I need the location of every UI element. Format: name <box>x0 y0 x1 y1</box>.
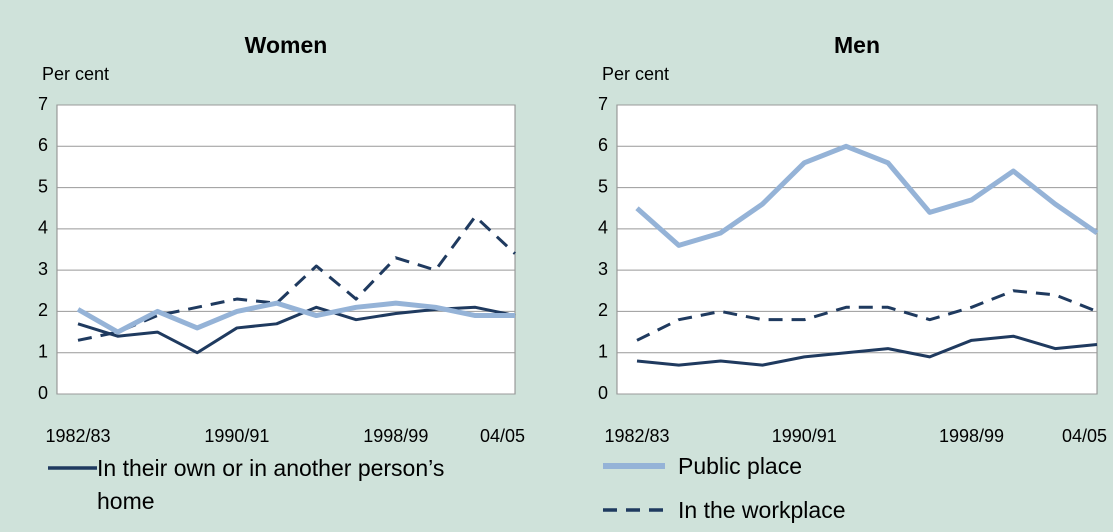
line-series <box>77 214 517 342</box>
y-tick-label: 5 <box>38 176 48 196</box>
y-tick-label: 2 <box>598 300 608 320</box>
y-tick-label: 5 <box>598 176 608 196</box>
y-tick-label: 2 <box>38 300 48 320</box>
x-tick-label: 1998/99 <box>939 426 1004 446</box>
chart-title: Women <box>245 32 328 58</box>
y-tick-label: 0 <box>38 383 48 403</box>
y-axis-label: Per cent <box>42 64 109 84</box>
y-tick-label: 3 <box>598 259 608 279</box>
legend-label: In their own or in another person’s home <box>97 455 445 514</box>
y-tick-label: 1 <box>598 341 608 361</box>
line-series <box>635 143 1099 248</box>
legend-label: Public place <box>678 453 803 479</box>
y-tick-label: 0 <box>598 383 608 403</box>
x-tick-label: 1990/91 <box>204 426 269 446</box>
y-tick-label: 1 <box>38 341 48 361</box>
y-tick-label: 4 <box>38 218 48 238</box>
plot-area <box>56 104 516 395</box>
line-series <box>636 334 1098 367</box>
y-tick-label: 7 <box>38 94 48 114</box>
legend-label: In the workplace <box>678 497 846 523</box>
x-tick-label: 04/05 <box>1062 426 1107 446</box>
y-tick-label: 3 <box>38 259 48 279</box>
y-tick-label: 6 <box>38 135 48 155</box>
y-tick-label: 6 <box>598 135 608 155</box>
y-tick-label: 4 <box>598 218 608 238</box>
chart-title: Men <box>834 32 880 58</box>
x-tick-label: 1982/83 <box>604 426 669 446</box>
line-series <box>76 300 515 335</box>
x-tick-label: 1990/91 <box>772 426 837 446</box>
x-tick-label: 1982/83 <box>45 426 110 446</box>
x-tick-label: 1998/99 <box>363 426 428 446</box>
x-tick-label: 04/05 <box>480 426 525 446</box>
y-axis-label: Per cent <box>602 64 669 84</box>
line-series <box>636 289 1098 342</box>
y-tick-label: 7 <box>598 94 608 114</box>
